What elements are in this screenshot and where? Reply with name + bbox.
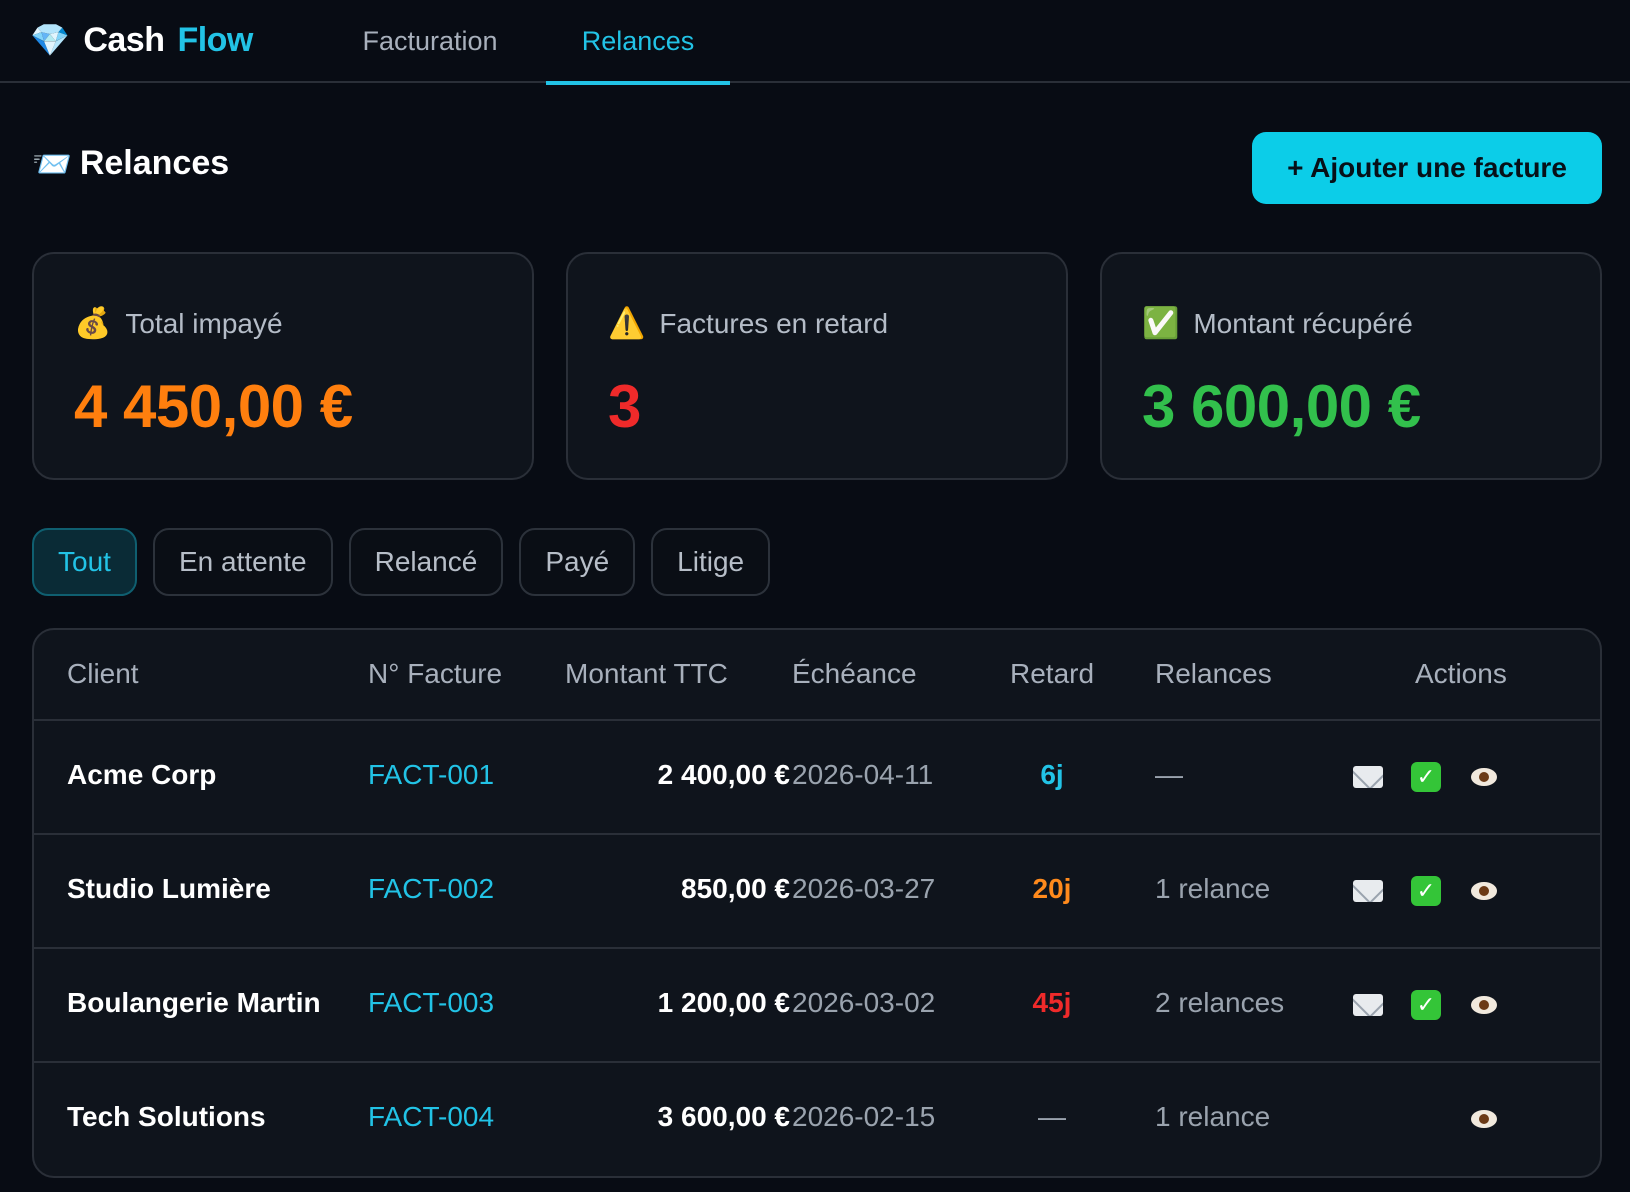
invoices-table: Client N° Facture Montant TTC Échéance R… <box>32 628 1602 1178</box>
check-mark-icon: ✓ <box>1411 876 1441 906</box>
app-name-part2: Flow <box>177 20 253 59</box>
page-header: 📨 Relances + Ajouter une facture <box>32 132 1602 204</box>
cell-invoice-number[interactable]: FACT-002 <box>368 873 495 904</box>
cell-amount: 2 400,00 € <box>657 759 790 790</box>
filter-tout[interactable]: Tout <box>32 528 137 596</box>
money-bag-icon: 💰 <box>74 307 112 340</box>
envelope-icon <box>1353 994 1383 1016</box>
cell-due-date: 2026-04-11 <box>792 759 934 790</box>
table-row: Tech Solutions FACT-004 3 600,00 € 2026-… <box>34 1063 1600 1176</box>
filter-relance[interactable]: Relancé <box>348 528 504 596</box>
send-reminder-button[interactable] <box>1346 757 1390 797</box>
envelope-icon <box>1353 766 1383 788</box>
cell-late: 45j <box>1032 987 1072 1018</box>
filter-bar: Tout En attente Relancé Payé Litige <box>32 528 771 596</box>
header-invoice-number: N° Facture <box>368 658 503 689</box>
cell-client: Studio Lumière <box>67 873 271 904</box>
stat-value-total-unpaid: 4 450,00 € <box>74 373 353 440</box>
eye-icon <box>1471 768 1497 786</box>
app-name-part1: Cash <box>83 20 165 59</box>
check-mark-icon: ✓ <box>1411 990 1441 1020</box>
cell-late: 6j <box>1040 759 1064 790</box>
filter-litige[interactable]: Litige <box>651 528 771 596</box>
table-row: Acme Corp FACT-001 2 400,00 € 2026-04-11… <box>34 721 1600 835</box>
cell-client: Acme Corp <box>67 759 217 790</box>
warning-icon: ⚠️ <box>608 307 646 340</box>
stat-label: ⚠️ Factures en retard <box>608 306 888 341</box>
table-header: Client N° Facture Montant TTC Échéance R… <box>34 630 1600 721</box>
cell-reminders: 2 relances <box>1155 987 1285 1018</box>
add-invoice-button[interactable]: + Ajouter une facture <box>1252 132 1602 204</box>
stat-card-overdue: ⚠️ Factures en retard 3 <box>566 252 1068 480</box>
view-invoice-button[interactable] <box>1462 757 1506 797</box>
check-mark-icon: ✅ <box>1142 307 1180 340</box>
app-name: Cash Flow <box>83 21 253 60</box>
stat-label-text: Montant récupéré <box>1193 307 1413 339</box>
stat-label: ✅ Montant récupéré <box>1142 306 1413 341</box>
cell-amount: 1 200,00 € <box>657 987 790 1018</box>
cell-due-date: 2026-03-02 <box>792 987 936 1018</box>
header-due-date: Échéance <box>792 658 917 689</box>
send-reminder-button[interactable] <box>1346 871 1390 911</box>
cell-amount: 850,00 € <box>681 873 790 904</box>
stat-label-text: Total impayé <box>125 307 283 339</box>
cell-client: Boulangerie Martin <box>67 987 321 1018</box>
eye-icon <box>1471 996 1497 1014</box>
cell-invoice-number[interactable]: FACT-003 <box>368 987 495 1018</box>
eye-icon <box>1471 1110 1497 1128</box>
header-reminders: Relances <box>1155 658 1272 689</box>
cell-due-date: 2026-02-15 <box>792 1101 936 1132</box>
cell-reminders: — <box>1155 759 1183 790</box>
cell-due-date: 2026-03-27 <box>792 873 936 904</box>
cell-client: Tech Solutions <box>67 1101 266 1132</box>
header-amount: Montant TTC <box>565 658 728 689</box>
filter-paye[interactable]: Payé <box>519 528 636 596</box>
header-client: Client <box>67 658 139 689</box>
top-bar: 💎 Cash Flow Facturation Relances <box>0 0 1630 85</box>
header-actions: Actions <box>1415 658 1507 689</box>
cell-amount: 3 600,00 € <box>657 1101 790 1132</box>
page-title: 📨 Relances <box>32 144 229 183</box>
cell-reminders: 1 relance <box>1155 1101 1271 1132</box>
mark-paid-button[interactable]: ✓ <box>1404 871 1448 911</box>
cell-invoice-number[interactable]: FACT-004 <box>368 1101 495 1132</box>
filter-en-attente[interactable]: En attente <box>152 528 333 596</box>
tab-facturation[interactable]: Facturation <box>362 26 498 56</box>
cell-late: 20j <box>1032 873 1072 904</box>
page-title-text: Relances <box>79 144 230 182</box>
mark-paid-button[interactable]: ✓ <box>1404 985 1448 1025</box>
envelope-incoming-icon: 📨 <box>32 145 72 182</box>
eye-icon <box>1471 882 1497 900</box>
stat-value-overdue: 3 <box>608 373 641 440</box>
table-row: Studio Lumière FACT-002 850,00 € 2026-03… <box>34 835 1600 949</box>
mark-paid-button[interactable]: ✓ <box>1404 757 1448 797</box>
stats-row: 💰 Total impayé 4 450,00 € ⚠️ Factures en… <box>32 252 1602 480</box>
stat-card-total-unpaid: 💰 Total impayé 4 450,00 € <box>32 252 534 480</box>
view-invoice-button[interactable] <box>1462 1099 1506 1139</box>
cell-invoice-number[interactable]: FACT-001 <box>368 759 495 790</box>
stat-label: 💰 Total impayé <box>74 306 283 341</box>
envelope-icon <box>1353 880 1383 902</box>
tab-relances[interactable]: Relances <box>546 0 730 85</box>
stat-card-recovered: ✅ Montant récupéré 3 600,00 € <box>1100 252 1602 480</box>
cell-late: — <box>1038 1101 1066 1132</box>
header-late: Retard <box>1010 658 1095 689</box>
stat-label-text: Factures en retard <box>659 307 889 339</box>
check-mark-icon: ✓ <box>1411 762 1441 792</box>
table-row: Boulangerie Martin FACT-003 1 200,00 € 2… <box>34 949 1600 1063</box>
cell-reminders: 1 relance <box>1155 873 1271 904</box>
stat-value-recovered: 3 600,00 € <box>1142 373 1421 440</box>
gem-icon: 💎 <box>30 22 70 58</box>
app-brand[interactable]: 💎 Cash Flow <box>30 18 253 62</box>
send-reminder-button[interactable] <box>1346 985 1390 1025</box>
view-invoice-button[interactable] <box>1462 985 1506 1025</box>
view-invoice-button[interactable] <box>1462 871 1506 911</box>
